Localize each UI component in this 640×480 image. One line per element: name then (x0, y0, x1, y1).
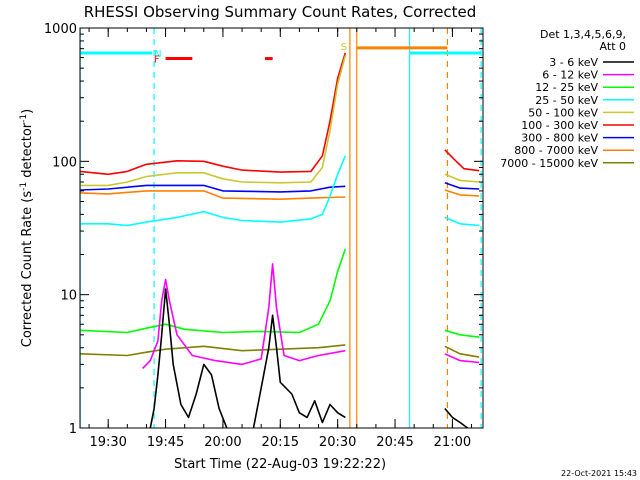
footer-timestamp: 22-Oct-2021 15:43 (561, 469, 637, 478)
series-line-800-7000-kev (80, 190, 346, 200)
flag-bars (80, 46, 482, 61)
series-line-3-6-kev (252, 314, 346, 428)
x-tick-label: 20:45 (376, 435, 413, 450)
series-line-50-100-kev (444, 173, 480, 183)
legend-label: 12 - 25 keV (535, 81, 598, 94)
series-line-25-50-kev (444, 216, 480, 227)
x-tick-label: 20:15 (262, 435, 299, 450)
x-tick-label: 20:00 (204, 435, 241, 450)
y-axis-ticks: 1 10 100 1000 (44, 22, 483, 437)
legend-label: 800 - 7000 keV (514, 144, 598, 157)
flag-label: N (154, 49, 161, 60)
x-tick-label: 21:00 (434, 435, 471, 450)
legend-label: 100 - 300 keV (521, 119, 598, 132)
flag-label: F (154, 55, 160, 66)
x-tick-label: 19:30 (89, 435, 126, 450)
y-tick-label: 1000 (44, 22, 77, 37)
y-tick-label: 1 (69, 422, 77, 437)
series-group (80, 52, 480, 428)
series-line-100-300-kev (444, 149, 480, 172)
flag-label: S (341, 42, 347, 53)
legend-label: 25 - 50 keV (535, 94, 598, 107)
legend-header: Att 0 (600, 40, 626, 53)
legend-label: 7000 - 15000 keV (500, 157, 598, 170)
series-line-3-6-kev (149, 288, 228, 428)
x-tick-label: 20:30 (319, 435, 356, 450)
y-tick-label: 100 (52, 155, 77, 170)
legend-label: 50 - 100 keV (528, 106, 598, 119)
chart-title: RHESSI Observing Summary Count Rates, Co… (84, 3, 477, 21)
x-axis-ticks: 19:30 19:45 20:00 20:15 20:30 20:45 21:00 (88, 28, 473, 450)
series-line-7000-15000-kev (80, 344, 346, 357)
flag-labels: NF S (154, 42, 347, 65)
series-line-3-6-kev (444, 407, 469, 428)
y-axis-label: Corrected Count Rate (s-1 detector-1) (19, 109, 35, 347)
series-line-25-50-kev (80, 155, 347, 227)
legend-label: 300 - 800 keV (521, 132, 598, 145)
series-line-300-800-kev (444, 182, 480, 190)
plot-clip-group: NF S (80, 28, 482, 428)
legend-label: 6 - 12 keV (542, 69, 598, 82)
series-line-100-300-kev (80, 52, 347, 176)
series-line-300-800-kev (80, 184, 346, 193)
series-line-6-12-kev (142, 263, 346, 369)
series-line-6-12-kev (444, 353, 480, 364)
series-line-50-100-kev (80, 55, 347, 187)
vertical-markers (80, 28, 482, 428)
series-line-12-25-kev (80, 248, 347, 334)
plot-frame (79, 27, 484, 429)
series-line-12-25-kev (444, 329, 480, 338)
series-line-800-7000-kev (444, 189, 480, 197)
series-line-7000-15000-kev (444, 345, 480, 358)
x-tick-label: 19:45 (147, 435, 184, 450)
legend-header: Det 1,3,4,5,6,9, (540, 28, 626, 41)
legend-label: 3 - 6 keV (549, 56, 598, 69)
y-tick-label: 10 (60, 289, 77, 304)
x-axis-label: Start Time (22-Aug-03 19:22:22) (174, 457, 386, 472)
